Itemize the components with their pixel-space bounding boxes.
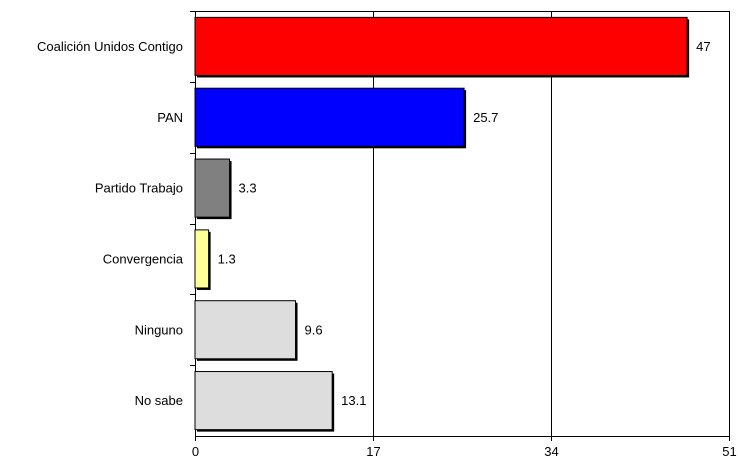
data-label-3: 1.3 [218, 251, 236, 266]
bar-5 [194, 371, 333, 431]
plot-frame [195, 11, 730, 437]
x-tick-label-0: 0 [192, 444, 199, 459]
bar-2 [194, 158, 231, 218]
category-label-0: Coalición Unidos Contigo [37, 39, 183, 54]
x-tick-label-3: 51 [722, 444, 736, 459]
x-tick-label-2: 34 [544, 444, 558, 459]
data-label-5: 13.1 [341, 393, 366, 408]
data-label-2: 3.3 [239, 181, 257, 196]
data-label-1: 25.7 [473, 110, 498, 125]
data-label-4: 9.6 [305, 322, 323, 337]
x-tick-label-1: 17 [366, 444, 380, 459]
category-label-2: Partido Trabajo [95, 181, 183, 196]
category-label-3: Convergencia [103, 251, 184, 266]
bar-3 [194, 229, 210, 289]
bar-0 [194, 16, 688, 76]
category-label-5: No sabe [135, 393, 183, 408]
data-label-0: 47 [696, 39, 710, 54]
bar-1 [194, 87, 465, 147]
bar-4 [194, 300, 297, 360]
category-label-4: Ninguno [135, 322, 183, 337]
category-label-1: PAN [157, 110, 183, 125]
